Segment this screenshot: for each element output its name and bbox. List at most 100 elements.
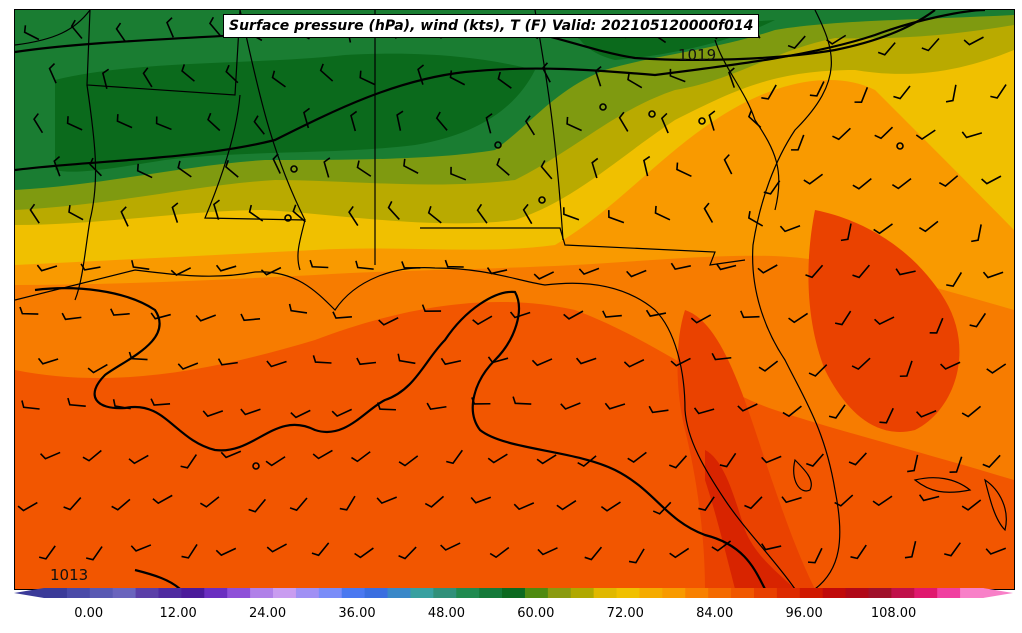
- wind-barb: [215, 264, 237, 272]
- wind-barb: [747, 109, 762, 129]
- wind-barb: [215, 547, 237, 557]
- wind-barb: [971, 224, 982, 243]
- wind-barb: [355, 260, 374, 270]
- wind-barb: [150, 312, 171, 320]
- wind-barb: [207, 112, 221, 132]
- wind-barb: [949, 456, 963, 474]
- bahamas-outline: [913, 477, 972, 493]
- wind-barb: [872, 495, 893, 507]
- wind-barb: [584, 546, 603, 561]
- wind-barb: [155, 116, 172, 131]
- lake-okeechobee: [793, 458, 812, 492]
- colorbar-segment: [960, 588, 984, 598]
- wind-barb: [693, 407, 715, 415]
- wind-barb: [426, 402, 447, 411]
- wind-barb: [757, 264, 778, 274]
- wind-barb: [907, 454, 919, 473]
- wind-barb: [628, 548, 645, 564]
- wind-barb: [489, 546, 510, 559]
- wind-barb: [848, 452, 867, 466]
- wind-barb: [809, 81, 825, 97]
- colorbar-tick-label: 96.00: [785, 606, 823, 621]
- colorbar-segment: [868, 588, 892, 598]
- wind-barb: [80, 263, 101, 271]
- wind-barb: [524, 115, 536, 136]
- wind-barb: [21, 400, 40, 410]
- wind-barb: [623, 358, 645, 368]
- wind-barb: [440, 542, 461, 551]
- wind-barb: [82, 449, 102, 462]
- wind-barb: [476, 203, 488, 224]
- wind-barb: [893, 85, 911, 100]
- colorbar-tick-label: 12.00: [159, 606, 197, 621]
- colorbar-segment: [570, 588, 595, 598]
- colorbar-tick-label: 48.00: [427, 606, 466, 621]
- wind-barb: [711, 352, 732, 361]
- calm-wind-circle: [252, 462, 260, 470]
- wind-barb: [130, 544, 152, 552]
- wind-barb: [170, 267, 192, 276]
- wind-barb: [803, 173, 824, 185]
- wind-barb: [240, 313, 261, 322]
- temperature-colorbar: [14, 588, 1013, 598]
- wind-barb: [440, 357, 462, 366]
- wind-barb: [541, 62, 551, 83]
- wind-barb: [690, 314, 712, 324]
- wind-barb: [487, 453, 508, 464]
- wind-barb: [805, 264, 824, 279]
- calm-wind-circle: [494, 141, 502, 149]
- wind-barb: [202, 410, 224, 418]
- wind-barb: [536, 454, 557, 465]
- temperature-bands: [15, 10, 1014, 589]
- wind-barb: [787, 35, 806, 50]
- colorbar-tick-label: 24.00: [248, 606, 287, 621]
- wind-barb: [323, 157, 331, 178]
- colorbar-segment: [685, 588, 709, 598]
- colorbar-segment: [524, 588, 549, 598]
- wind-barb: [723, 154, 733, 175]
- wind-barb: [403, 158, 419, 174]
- wind-barb: [266, 360, 287, 368]
- wind-barb: [472, 315, 493, 326]
- wind-barb: [292, 204, 306, 223]
- colorbar-segment: [181, 588, 205, 598]
- wind-barb: [152, 494, 173, 505]
- colorbar-segment: [799, 588, 824, 598]
- colorbar-segment: [731, 588, 755, 598]
- wind-barb: [112, 399, 131, 410]
- wind-barb: [577, 455, 597, 468]
- wind-barb: [427, 205, 442, 224]
- wind-barb: [356, 160, 372, 177]
- wind-barb: [708, 110, 716, 131]
- wind-barb: [895, 268, 916, 276]
- wind-barb: [150, 398, 171, 406]
- wind-barb: [556, 500, 577, 511]
- wind-barb: [879, 407, 894, 424]
- wind-barb: [660, 112, 669, 134]
- wind-barb: [485, 113, 493, 134]
- wind-barb: [874, 316, 895, 326]
- colorbar-segment: [662, 588, 686, 598]
- colorbar-segment: [845, 588, 870, 598]
- wind-barb: [356, 357, 377, 366]
- wind-barb: [719, 452, 737, 468]
- wind-barb: [319, 63, 334, 82]
- wind-barb: [715, 263, 737, 271]
- wind-barb: [945, 84, 957, 103]
- wind-barb: [48, 63, 57, 84]
- wind-barb: [512, 396, 532, 405]
- wind-barb: [758, 360, 779, 372]
- wind-barb: [115, 22, 127, 43]
- weather-map: [14, 9, 1015, 590]
- wind-barb: [265, 456, 286, 467]
- wind-barbs: [17, 16, 1007, 564]
- calm-wind-circle: [284, 214, 292, 222]
- colorbar-segment: [914, 588, 938, 598]
- wind-barb: [850, 544, 867, 560]
- colorbar-segment: [753, 588, 778, 598]
- wind-barb: [53, 155, 61, 177]
- wind-barb: [851, 357, 871, 371]
- wind-barb: [272, 153, 281, 174]
- colorbar-tick-label: 84.00: [696, 606, 734, 621]
- wind-barb: [38, 545, 56, 560]
